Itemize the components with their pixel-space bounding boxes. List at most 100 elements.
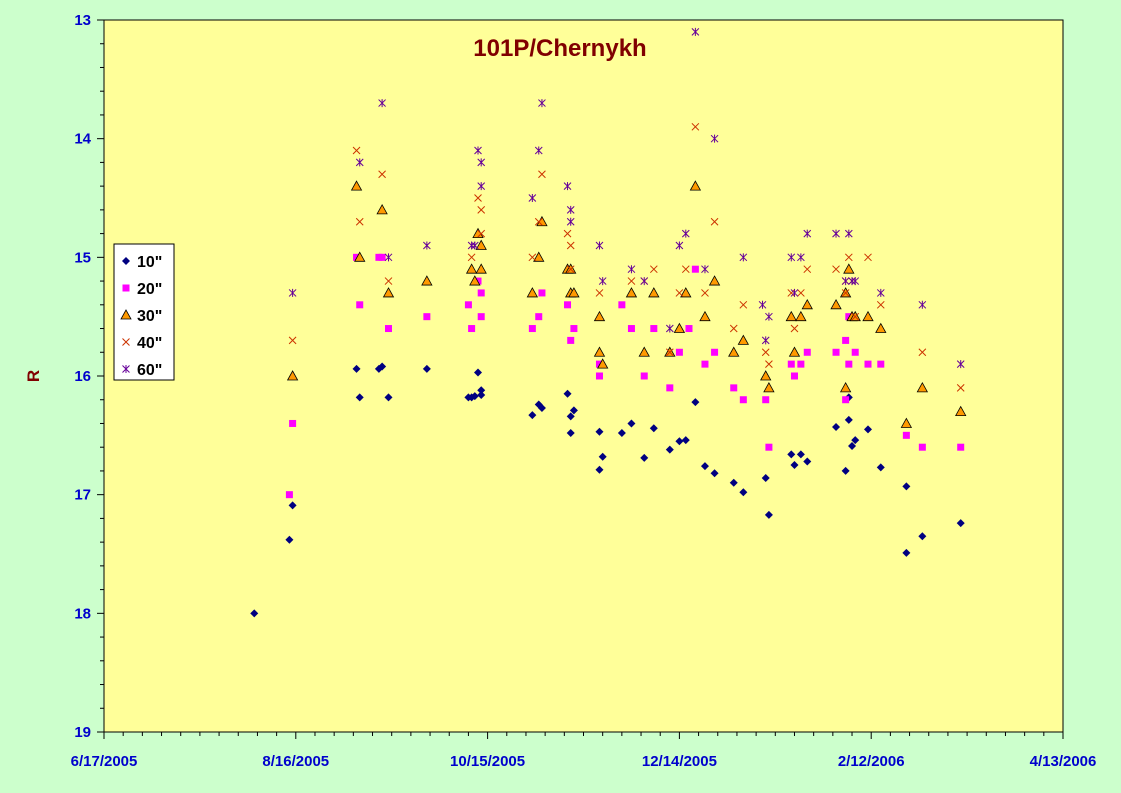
data-point bbox=[350, 180, 363, 191]
data-point bbox=[851, 436, 860, 445]
data-point bbox=[680, 287, 692, 298]
data-point bbox=[528, 325, 536, 333]
data-point bbox=[918, 532, 927, 541]
data-point bbox=[761, 348, 770, 357]
data-point bbox=[739, 396, 747, 404]
data-point bbox=[597, 358, 609, 369]
data-point bbox=[288, 501, 297, 510]
data-point bbox=[841, 277, 850, 286]
data-point bbox=[563, 182, 572, 191]
data-point bbox=[956, 384, 965, 392]
data-point bbox=[355, 217, 364, 226]
data-point bbox=[382, 287, 395, 298]
data-point bbox=[765, 360, 773, 368]
legend-box bbox=[113, 243, 175, 381]
x-tick-label: 8/16/2005 bbox=[262, 753, 329, 770]
legend-label: 10" bbox=[137, 254, 162, 271]
y-tick-label: 15 bbox=[74, 249, 91, 266]
data-point bbox=[384, 393, 393, 402]
data-point bbox=[787, 289, 796, 297]
data-point bbox=[421, 275, 433, 286]
data-point bbox=[649, 265, 658, 274]
data-point bbox=[862, 310, 874, 322]
data-point bbox=[568, 287, 580, 298]
data-point bbox=[355, 393, 364, 402]
data-point bbox=[356, 301, 364, 309]
data-point bbox=[681, 229, 690, 238]
data-point bbox=[640, 453, 649, 462]
data-point bbox=[691, 265, 699, 273]
data-point bbox=[876, 463, 885, 472]
data-point bbox=[528, 194, 537, 202]
y-tick-label: 16 bbox=[74, 368, 91, 385]
data-point bbox=[289, 419, 297, 427]
x-tick-label: 4/13/2006 bbox=[1030, 753, 1097, 770]
data-point bbox=[710, 134, 719, 143]
legend-marker bbox=[122, 284, 130, 292]
data-point bbox=[797, 360, 805, 368]
data-point bbox=[598, 277, 607, 286]
data-point bbox=[675, 241, 684, 250]
data-point bbox=[475, 263, 487, 274]
data-point bbox=[851, 348, 859, 356]
data-point bbox=[803, 457, 812, 466]
data-point bbox=[423, 241, 431, 250]
y-axis-label: R bbox=[24, 370, 43, 382]
x-tick-label: 2/12/2006 bbox=[838, 753, 905, 770]
data-point bbox=[916, 382, 929, 393]
data-point bbox=[685, 325, 693, 333]
data-point bbox=[841, 289, 850, 297]
data-point bbox=[534, 146, 543, 155]
data-point bbox=[566, 241, 575, 250]
x-tick-label: 6/17/2005 bbox=[71, 753, 138, 770]
data-point bbox=[790, 324, 799, 333]
data-point bbox=[378, 362, 387, 371]
data-point bbox=[538, 170, 546, 179]
data-point bbox=[618, 301, 626, 309]
data-point bbox=[763, 382, 775, 393]
data-point bbox=[787, 450, 796, 459]
data-point bbox=[354, 251, 366, 262]
data-point bbox=[422, 364, 431, 373]
data-point bbox=[956, 360, 965, 369]
data-point bbox=[638, 346, 650, 357]
data-point bbox=[384, 253, 393, 262]
chart-title: 101P/Chernykh bbox=[473, 35, 646, 62]
data-point bbox=[595, 427, 604, 436]
data-point bbox=[839, 382, 852, 393]
data-point bbox=[701, 360, 709, 368]
data-point bbox=[729, 324, 738, 333]
data-point bbox=[761, 336, 770, 345]
y-tick-label: 17 bbox=[74, 487, 91, 504]
data-point bbox=[535, 313, 543, 321]
data-point bbox=[844, 229, 853, 238]
data-point bbox=[250, 609, 259, 618]
legend-label: 40" bbox=[137, 335, 162, 352]
data-point bbox=[691, 122, 700, 131]
data-point bbox=[902, 431, 910, 439]
data-point bbox=[918, 348, 927, 357]
x-tick-label: 10/15/2005 bbox=[450, 753, 525, 770]
data-point bbox=[534, 217, 543, 226]
data-point bbox=[845, 360, 853, 368]
data-point bbox=[376, 204, 388, 215]
data-point bbox=[570, 325, 578, 333]
data-point bbox=[864, 360, 872, 368]
data-point bbox=[477, 289, 485, 297]
data-point bbox=[699, 310, 711, 322]
data-point bbox=[797, 289, 805, 297]
data-point bbox=[918, 443, 926, 451]
data-point bbox=[832, 265, 840, 274]
data-point bbox=[526, 287, 539, 298]
data-point bbox=[469, 275, 481, 286]
data-point bbox=[739, 253, 748, 262]
data-point bbox=[648, 287, 660, 298]
data-point bbox=[595, 289, 604, 297]
data-point bbox=[801, 298, 813, 310]
data-point bbox=[285, 535, 294, 544]
data-point bbox=[378, 99, 386, 108]
plot-area bbox=[103, 19, 1064, 733]
data-point bbox=[689, 180, 702, 191]
y-tick-label: 18 bbox=[74, 605, 91, 622]
data-point bbox=[848, 442, 857, 451]
